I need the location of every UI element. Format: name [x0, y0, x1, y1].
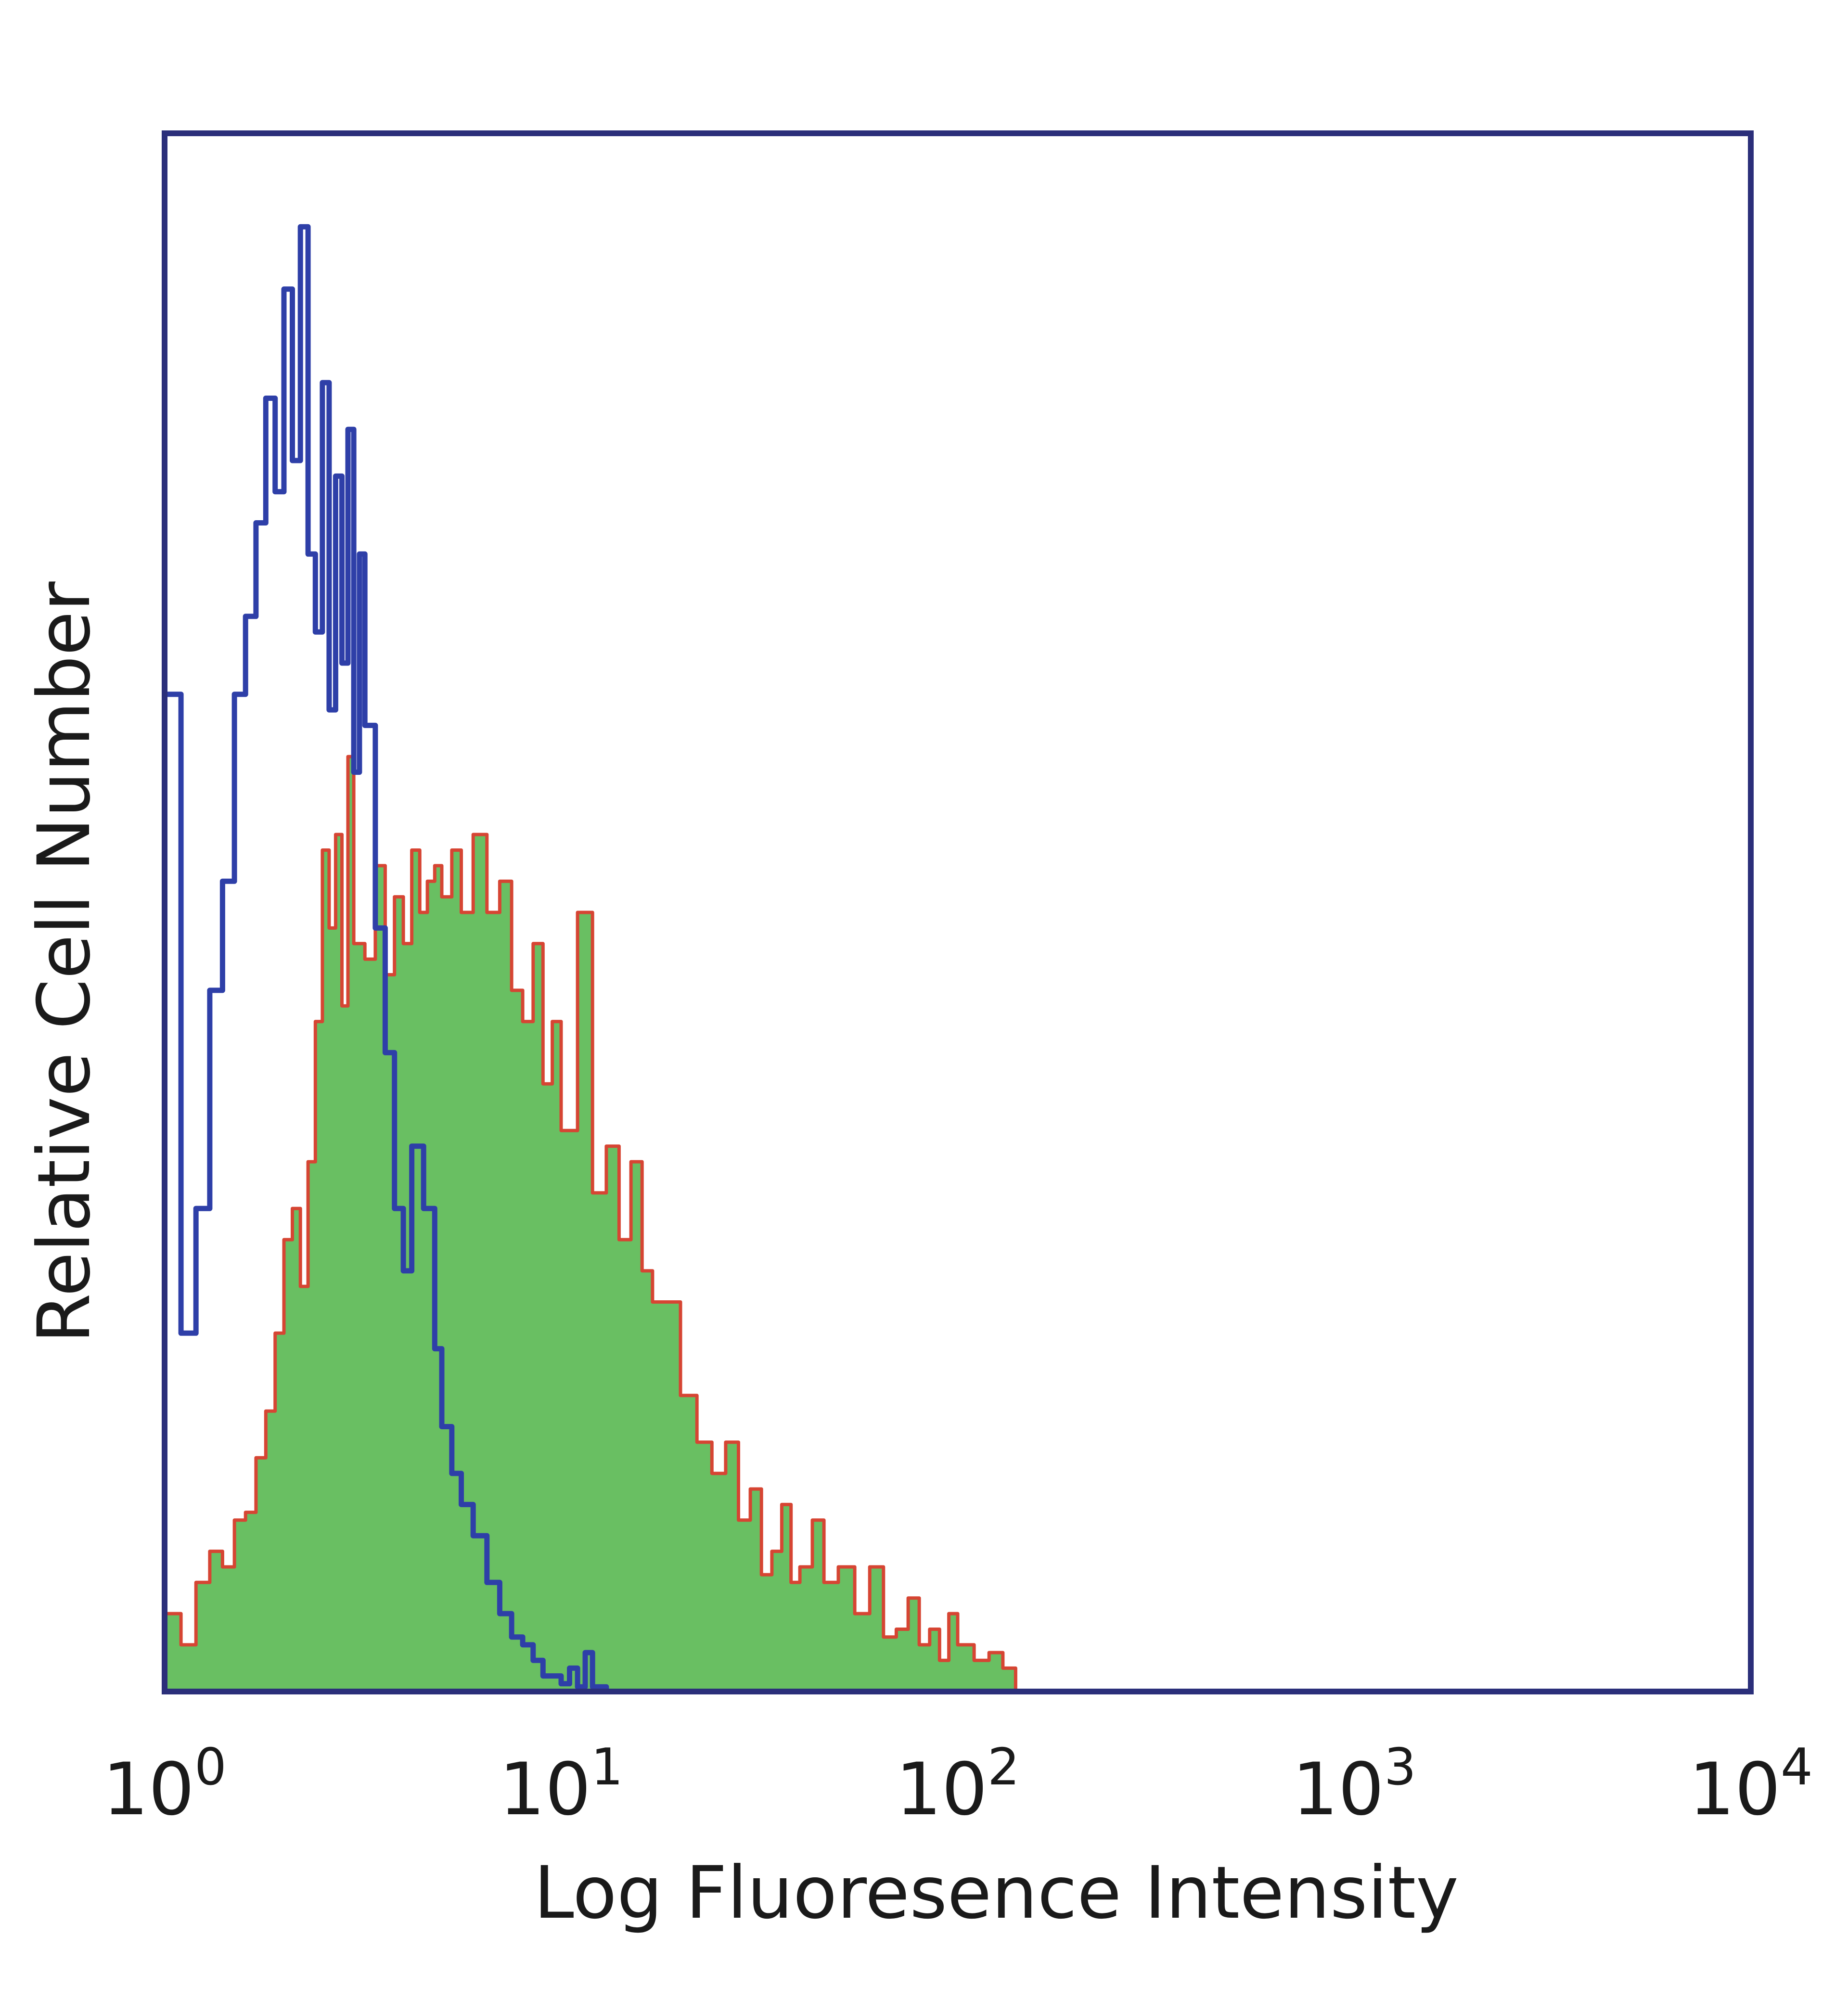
x-axis-label: Log Fluoresence Intensity [534, 1851, 1459, 1935]
sample-histogram-outline [165, 755, 1017, 1692]
control-histogram-line [165, 224, 609, 1692]
y-axis-label: Relative Cell Number [23, 581, 106, 1344]
x-tick-label: 104 [1689, 1738, 1813, 1832]
plot-marks [165, 224, 1017, 1692]
x-tick-label: 100 [103, 1738, 227, 1832]
x-tick-labels: 100 101 102 103 104 [103, 1738, 1813, 1832]
plot-frame [162, 130, 1754, 1694]
x-tick-label: 102 [896, 1738, 1020, 1832]
sample-histogram-fill [165, 756, 1016, 1692]
x-tick-label: 103 [1292, 1738, 1416, 1832]
x-tick-label: 101 [499, 1738, 623, 1832]
